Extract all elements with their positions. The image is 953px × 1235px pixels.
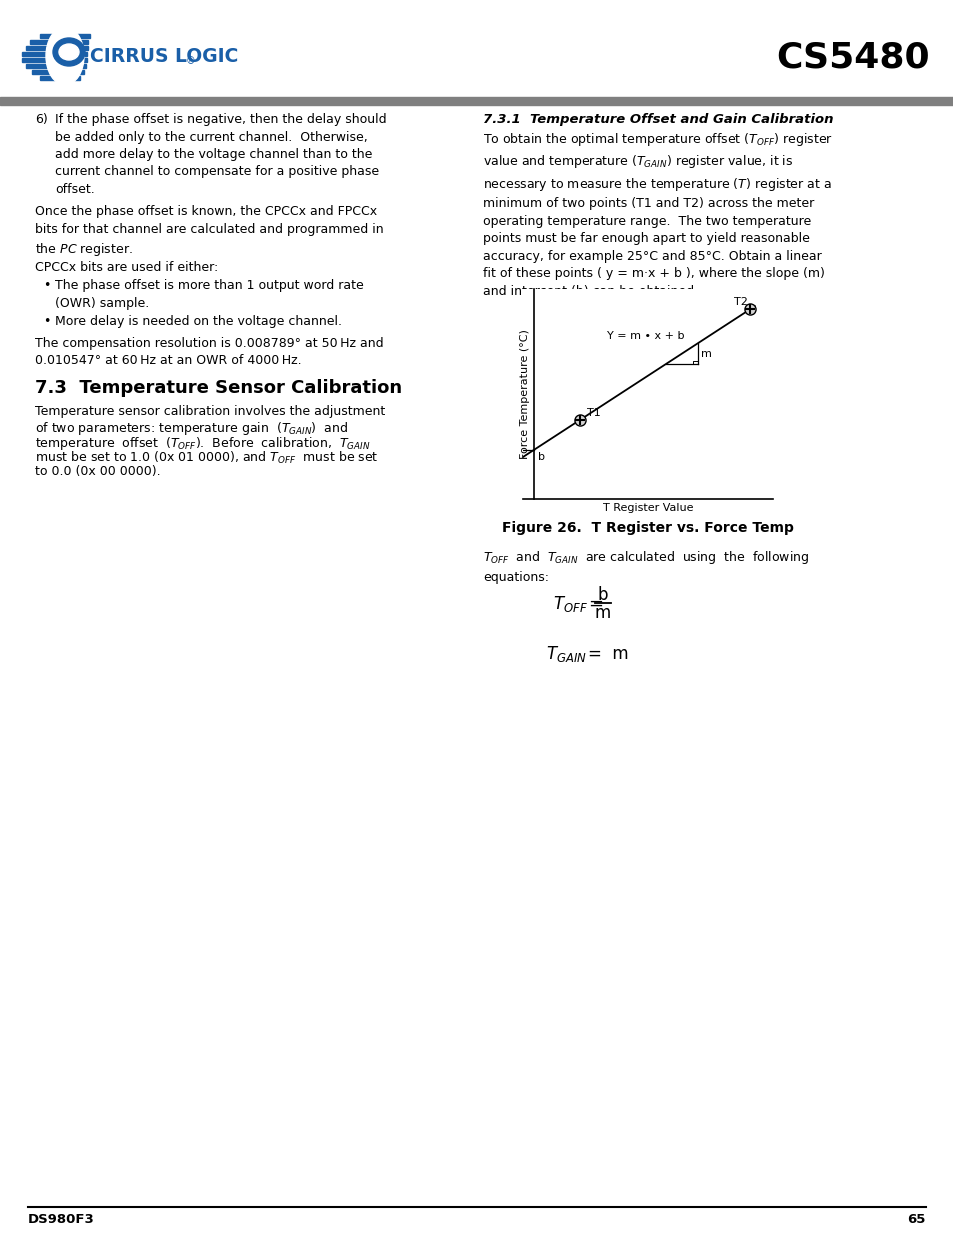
Text: More delay is needed on the voltage channel.: More delay is needed on the voltage chan…	[55, 315, 341, 329]
Bar	[22, 52, 87, 56]
Ellipse shape	[59, 44, 79, 61]
Text: DS980F3: DS980F3	[28, 1213, 94, 1226]
Text: of two parameters: temperature gain  ($\mathit{T}_{GAIN}$)  and: of two parameters: temperature gain ($\m…	[35, 420, 348, 437]
Text: Temperature sensor calibration involves the adjustment: Temperature sensor calibration involves …	[35, 405, 385, 417]
Text: •: •	[43, 315, 51, 329]
Bar	[40, 77, 80, 80]
Text: T2: T2	[734, 296, 747, 306]
Text: $\mathit{T}_{OFF}$  and  $\mathit{T}_{GAIN}$  are calculated  using  the  follow: $\mathit{T}_{OFF}$ and $\mathit{T}_{GAIN…	[482, 550, 808, 584]
Text: To obtain the optimal temperature offset ($\mathit{T}_{OFF}$) register
value and: To obtain the optimal temperature offset…	[482, 131, 832, 298]
Text: ®: ®	[186, 56, 195, 65]
X-axis label: T Register Value: T Register Value	[602, 503, 693, 514]
Text: 7.3  Temperature Sensor Calibration: 7.3 Temperature Sensor Calibration	[35, 379, 402, 396]
Bar	[30, 40, 88, 44]
Text: The compensation resolution is 0.008789° at 50 Hz and
0.010547° at 60 Hz at an O: The compensation resolution is 0.008789°…	[35, 337, 383, 368]
Text: =: =	[587, 595, 602, 613]
Text: T1: T1	[586, 408, 599, 417]
Bar	[26, 46, 88, 49]
Text: $T_{GAIN}$: $T_{GAIN}$	[545, 643, 586, 664]
Text: temperature  offset  ($\mathit{T}_{OFF}$).  Before  calibration,  $\mathit{T}_{G: temperature offset ($\mathit{T}_{OFF}$).…	[35, 435, 370, 452]
Text: b: b	[537, 452, 544, 462]
Text: to 0.0 (0x 00 0000).: to 0.0 (0x 00 0000).	[35, 466, 160, 478]
Text: CS5480: CS5480	[776, 41, 929, 75]
Ellipse shape	[46, 27, 84, 85]
Text: m: m	[700, 348, 712, 358]
Text: m: m	[595, 604, 611, 622]
Text: =  m: = m	[587, 645, 628, 663]
Text: 6): 6)	[35, 112, 48, 126]
Text: The phase offset is more than 1 output word rate
(OWR) sample.: The phase offset is more than 1 output w…	[55, 279, 363, 310]
Text: b: b	[598, 585, 608, 604]
Text: •: •	[43, 279, 51, 291]
Text: must be set to 1.0 (0x 01 0000), and $\mathit{T}_{OFF}$  must be set: must be set to 1.0 (0x 01 0000), and $\m…	[35, 450, 378, 466]
Bar	[22, 58, 87, 62]
Bar	[40, 35, 90, 38]
Text: $T_{OFF}$: $T_{OFF}$	[553, 594, 587, 614]
Text: Once the phase offset is known, the CPCCx and FPCCx
bits for that channel are ca: Once the phase offset is known, the CPCC…	[35, 205, 383, 258]
Text: CPCCx bits are used if either:: CPCCx bits are used if either:	[35, 261, 218, 274]
Bar	[32, 70, 84, 74]
Text: Figure 26.  T Register vs. Force Temp: Figure 26. T Register vs. Force Temp	[501, 521, 793, 535]
Text: Y = m • x + b: Y = m • x + b	[606, 331, 684, 341]
Ellipse shape	[53, 38, 85, 65]
Y-axis label: Force Temperature (°C): Force Temperature (°C)	[519, 329, 530, 459]
Text: CIRRUS LOGIC: CIRRUS LOGIC	[90, 47, 238, 65]
Text: 65: 65	[906, 1213, 925, 1226]
Bar	[26, 64, 86, 68]
Text: If the phase offset is negative, then the delay should
be added only to the curr: If the phase offset is negative, then th…	[55, 112, 386, 196]
Text: 7.3.1  Temperature Offset and Gain Calibration: 7.3.1 Temperature Offset and Gain Calibr…	[482, 112, 833, 126]
Bar	[0, 98, 953, 105]
